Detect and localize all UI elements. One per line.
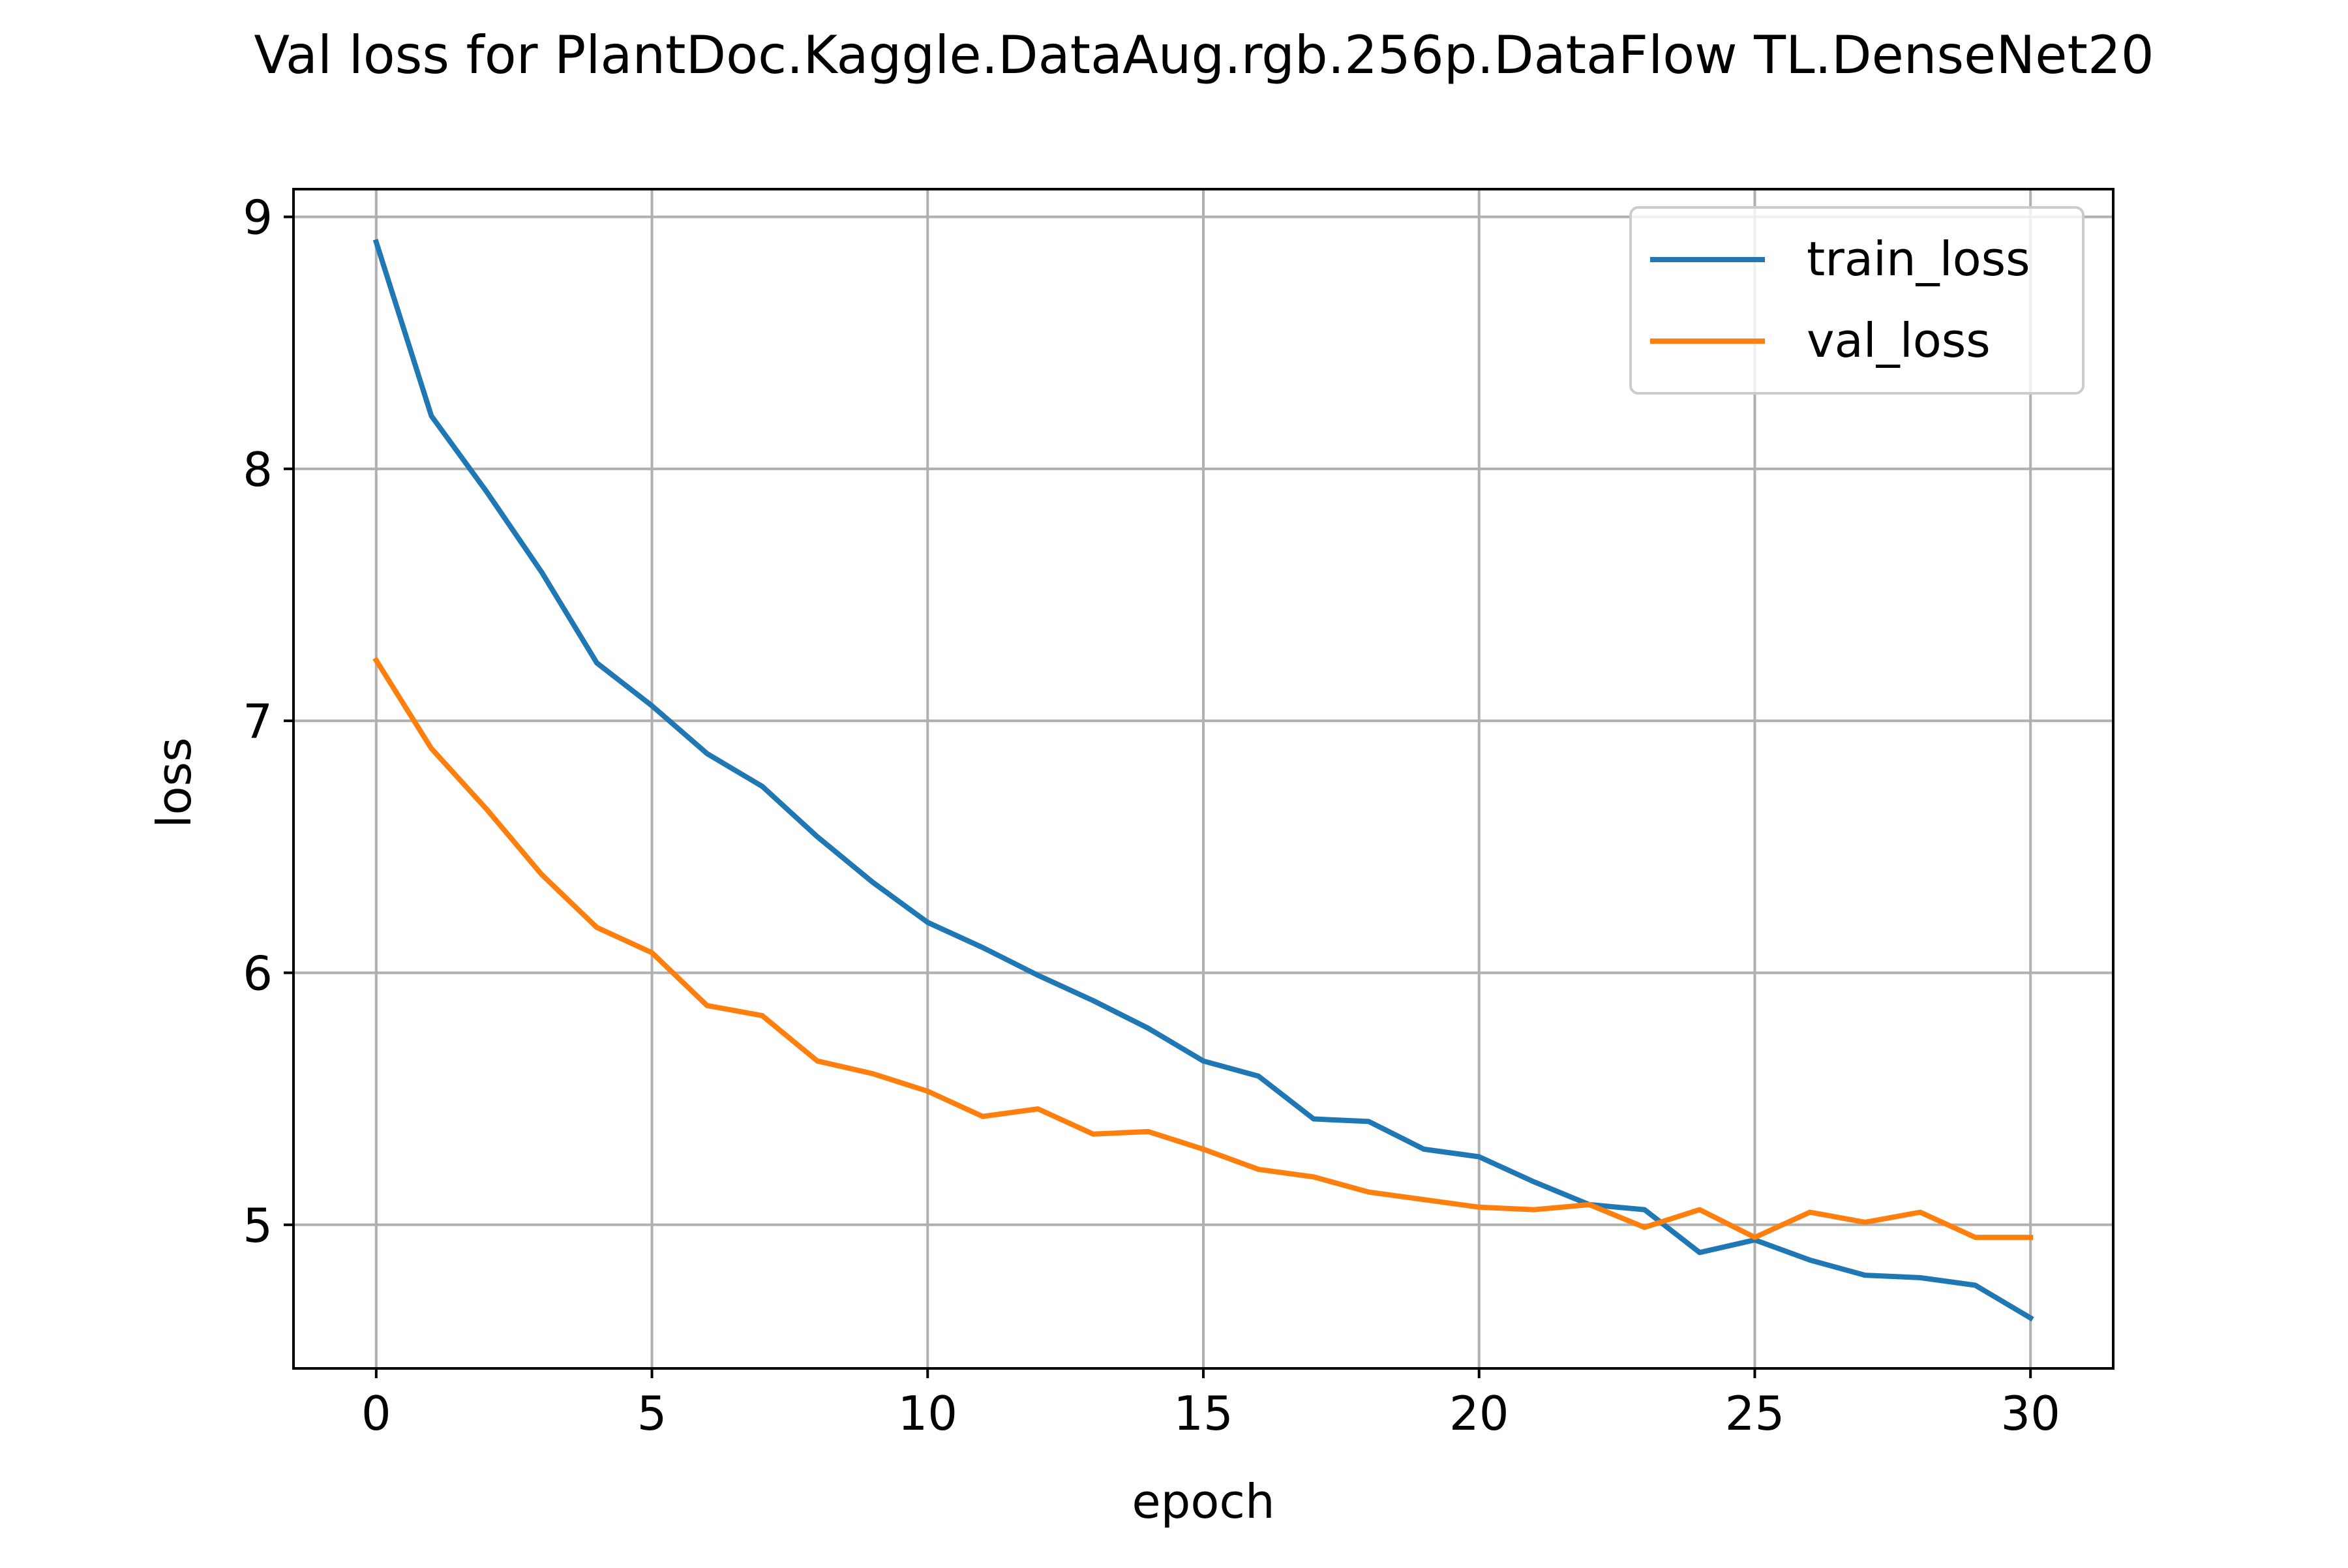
x-tick-label: 20 [1449,1386,1509,1441]
y-tick-label: 8 [243,442,273,497]
y-tick-label: 5 [243,1198,273,1253]
x-tick-label: 15 [1173,1386,1233,1441]
y-tick-label: 7 [243,694,273,749]
x-tick-label: 25 [1725,1386,1785,1441]
x-tick-label: 10 [897,1386,957,1441]
y-tick-label: 9 [243,190,273,245]
y-tick-label: 6 [243,946,273,1001]
x-tick-label: 30 [2000,1386,2060,1441]
y-axis-label: loss [147,737,202,828]
series-lines [372,239,2034,1322]
legend-label-train-loss: train_loss [1807,232,2030,286]
axis-ticks: 0 5 10 15 20 25 30 5 6 7 8 9 [243,190,2060,1441]
legend-label-val-loss: val_loss [1807,313,1991,368]
series-line-val-loss [372,656,2034,1241]
grid [294,189,2113,1368]
chart-title: Val loss for PlantDoc.Kaggle.DataAug.rgb… [254,25,2154,85]
x-tick-label: 0 [361,1386,391,1441]
legend: train_loss val_loss [1629,206,2085,395]
x-tick-label: 5 [637,1386,667,1441]
legend-box [1629,206,2085,395]
x-axis-label: epoch [1132,1474,1274,1529]
